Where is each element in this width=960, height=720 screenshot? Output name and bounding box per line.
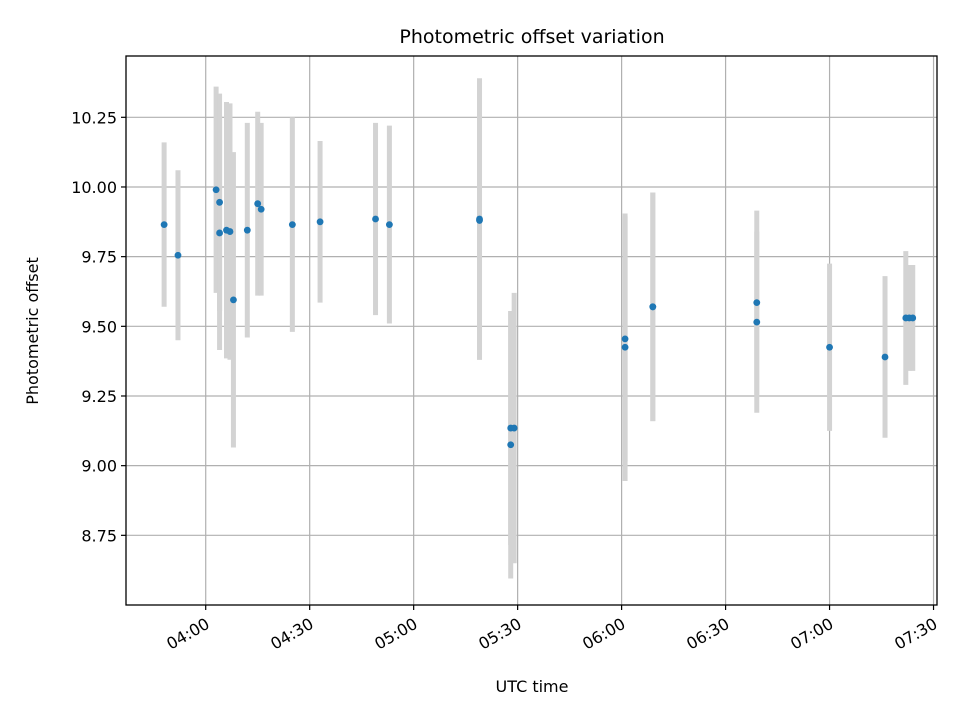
data-point: [288, 221, 296, 229]
data-point: [510, 424, 518, 432]
data-point: [230, 296, 237, 304]
y-tick-label: 9.75: [81, 248, 117, 267]
y-tick-label: 9.50: [81, 317, 117, 336]
x-axis-label: UTC time: [496, 677, 569, 696]
data-point: [160, 221, 168, 229]
data-point: [909, 314, 917, 322]
y-axis-label: Photometric offset: [23, 257, 42, 405]
data-point: [254, 200, 262, 208]
y-tick-label: 10.25: [71, 108, 117, 127]
data-point: [621, 343, 629, 351]
data-point: [226, 228, 234, 235]
data-point: [257, 205, 265, 213]
y-tick-label: 8.75: [81, 526, 117, 545]
data-point: [174, 251, 182, 259]
data-point: [243, 226, 251, 234]
data-point: [826, 343, 833, 351]
data-point: [216, 229, 223, 237]
data-point: [753, 318, 761, 326]
data-point: [372, 215, 379, 223]
data-point: [507, 441, 515, 449]
plot-frame: [125, 55, 938, 606]
data-point: [216, 198, 223, 206]
data-point: [316, 218, 324, 226]
data-point: [212, 186, 220, 194]
y-tick-label: 10.00: [71, 178, 117, 197]
data-points: [160, 186, 917, 449]
y-tick-label: 9.25: [81, 387, 117, 406]
data-point: [476, 217, 483, 224]
data-point: [621, 335, 629, 343]
data-point: [881, 353, 889, 361]
data-point: [386, 221, 393, 229]
y-tick-label: 9.00: [81, 457, 117, 476]
grid-lines: [126, 56, 937, 605]
data-point: [753, 299, 761, 307]
chart-title: Photometric offset variation: [399, 26, 664, 48]
data-point: [649, 303, 657, 311]
y-axis-ticks: 8.75 9.00 9.25 9.50 9.75 10.00 10.25: [71, 108, 126, 545]
